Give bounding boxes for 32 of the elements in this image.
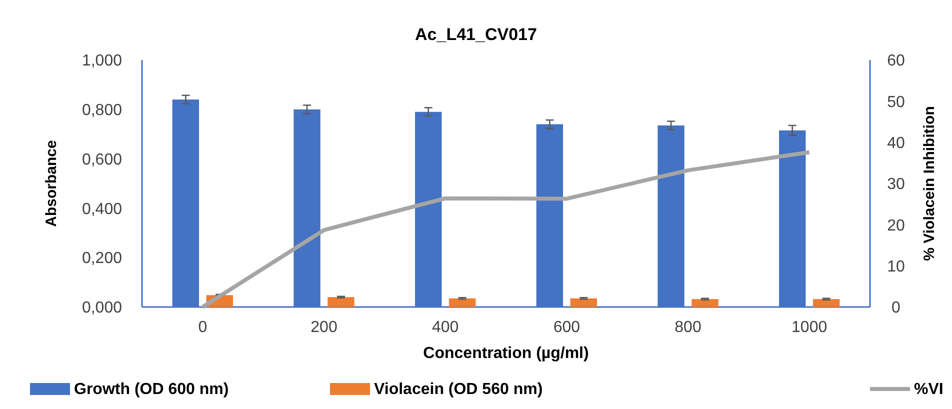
- y-tick-label: 0,200: [82, 250, 122, 268]
- legend-label: %VI: [914, 381, 944, 398]
- y-tick-label: 0,800: [82, 102, 122, 119]
- y2-tick-label: 40: [887, 134, 905, 152]
- y2-tick-label: 50: [887, 94, 905, 111]
- legend-label: Growth (OD 600 nm): [74, 381, 229, 398]
- bar: [328, 297, 354, 307]
- x-tick-label: 0: [198, 319, 208, 336]
- y2-axis-title: % Violacein Inhibition: [921, 106, 938, 261]
- x-axis-title: Concentration (µg/ml): [423, 345, 589, 362]
- x-tick-label: 400: [432, 319, 459, 336]
- legend-label: Violacein (OD 560 nm): [374, 381, 543, 398]
- chart-title: Ac_L41_CV017: [415, 25, 537, 44]
- y-axis-title: Absorbance: [43, 140, 60, 227]
- y-tick-label: 0,600: [82, 151, 122, 168]
- y2-tick-label: 60: [887, 52, 905, 70]
- y-tick-label: 1,000: [82, 52, 122, 70]
- y2-tick-label: 0: [892, 300, 901, 317]
- bar: [448, 298, 476, 307]
- y2-tick-label: 10: [887, 258, 905, 276]
- x-tick-label: 800: [674, 319, 702, 336]
- bar: [692, 299, 718, 307]
- y2-tick-label: 20: [887, 217, 905, 234]
- bar: [570, 298, 597, 307]
- x-tick-label: 1000: [792, 319, 828, 336]
- y-tick-label: 0,400: [82, 200, 122, 218]
- x-tick-label: 600: [553, 319, 580, 336]
- line-series: [200, 150, 812, 309]
- bar: [812, 299, 840, 307]
- y2-tick-label: 30: [887, 176, 905, 194]
- y-tick-label: 0,000: [82, 300, 122, 317]
- x-tick-label: 200: [310, 319, 338, 336]
